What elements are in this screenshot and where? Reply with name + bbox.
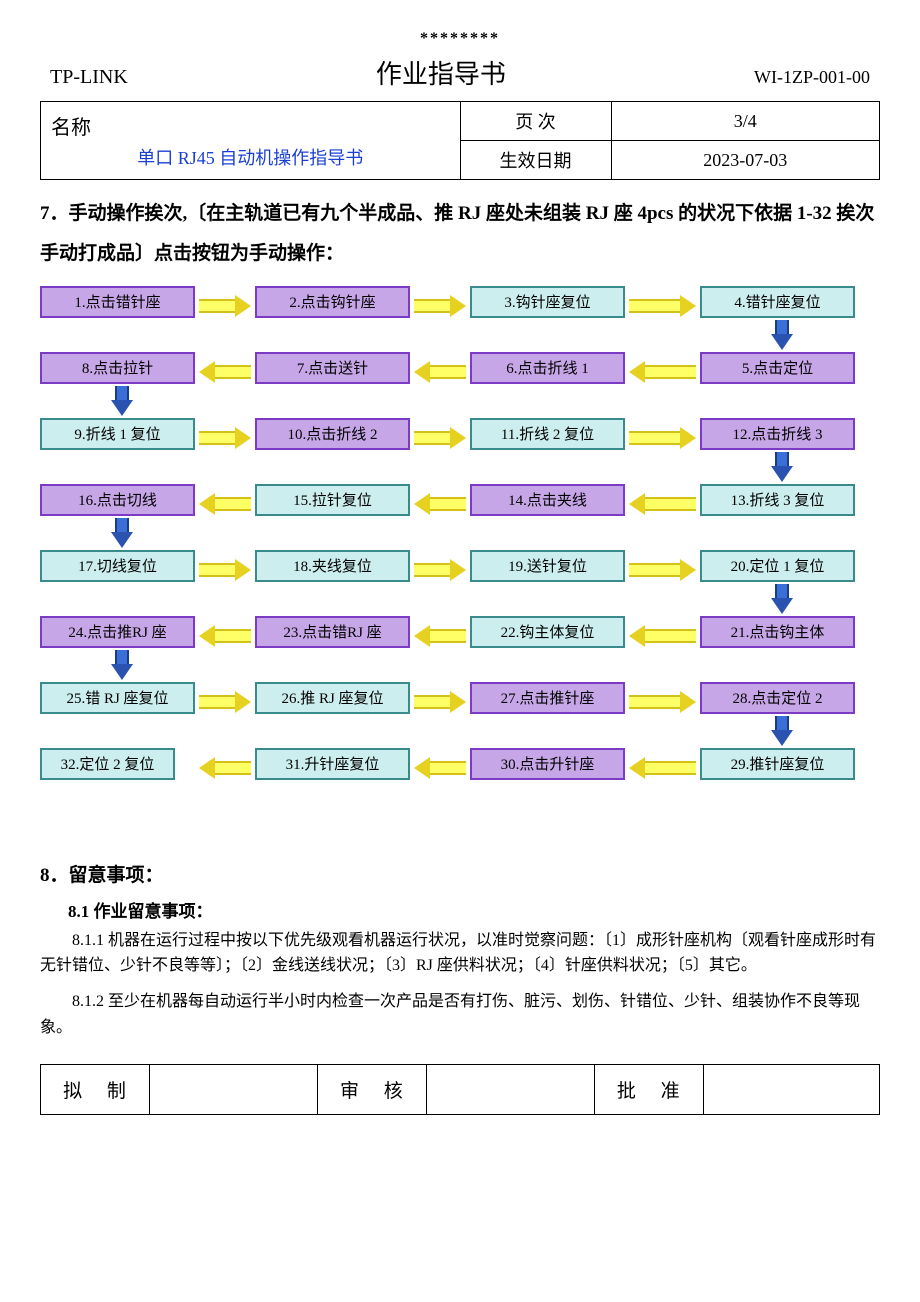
flow-arrow-31 (199, 757, 251, 779)
flow-arrow-19 (629, 559, 696, 581)
name-cell: 名称 单口 RJ45 自动机操作指导书 (41, 102, 461, 180)
flow-arrow-27 (629, 691, 696, 713)
section-8-1-head: 8.1 作业留意事项： (68, 897, 880, 922)
flow-step-15: 15.拉针复位 (255, 484, 410, 516)
flow-arrow-1 (199, 295, 251, 317)
flow-step-8: 8.点击拉针 (40, 352, 195, 384)
footer-table: 拟 制 审 核 批 准 (40, 1064, 880, 1115)
footer-reviewed-label: 审 核 (317, 1065, 426, 1115)
flow-arrow-11 (629, 427, 696, 449)
flow-arrow-24 (111, 650, 133, 680)
section-7-head: 7．手动操作挨次,〔在主轨道已有九个半成品、推 RJ 座处未组装 RJ 座 4p… (40, 194, 880, 274)
flow-arrow-23 (199, 625, 251, 647)
name-label: 名称 (51, 117, 91, 139)
flow-step-28: 28.点击定位 2 (700, 682, 855, 714)
header-row: TP-LINK 作业指导书 WI-1ZP-001-00 (50, 54, 870, 91)
flow-step-12: 12.点击折线 3 (700, 418, 855, 450)
date-value: 2023-07-03 (611, 141, 879, 180)
flow-arrow-25 (199, 691, 251, 713)
flow-arrow-20 (771, 584, 793, 614)
flow-step-14: 14.点击夹线 (470, 484, 625, 516)
flow-step-11: 11.折线 2 复位 (470, 418, 625, 450)
flow-step-20: 20.定位 1 复位 (700, 550, 855, 582)
section-8-head: 8．留意事项： (40, 860, 880, 887)
flow-step-29: 29.推针座复位 (700, 748, 855, 780)
footer-drafted-value (150, 1065, 318, 1115)
flow-arrow-21 (629, 625, 696, 647)
flow-arrow-10 (414, 427, 466, 449)
flow-arrow-30 (414, 757, 466, 779)
para-8-1-2: 8.1.2 至少在机器每自动运行半小时内检查一次产品是否有打伤、脏污、划伤、针错… (40, 989, 880, 1040)
flow-arrow-9 (199, 427, 251, 449)
flow-arrow-16 (111, 518, 133, 548)
flow-step-31: 31.升针座复位 (255, 748, 410, 780)
flow-arrow-18 (414, 559, 466, 581)
flow-arrow-13 (629, 493, 696, 515)
flow-arrow-4 (771, 320, 793, 350)
stars: ******** (40, 30, 880, 48)
flow-step-23: 23.点击错RJ 座 (255, 616, 410, 648)
flow-step-9: 9.折线 1 复位 (40, 418, 195, 450)
footer-approved-value (703, 1065, 879, 1115)
flow-arrow-2 (414, 295, 466, 317)
flow-arrow-28 (771, 716, 793, 746)
flow-step-5: 5.点击定位 (700, 352, 855, 384)
page-value: 3/4 (611, 102, 879, 141)
flow-arrow-3 (629, 295, 696, 317)
brand: TP-LINK (50, 66, 128, 89)
flow-step-24: 24.点击推RJ 座 (40, 616, 195, 648)
doc-title: 作业指导书 (376, 54, 506, 91)
flowchart: 1.点击错针座 2.点击钩针座 3.钩针座复位 4.错针座复位 5.点击定位 6.点击折线… (40, 286, 880, 846)
flow-arrow-7 (199, 361, 251, 383)
flow-step-21: 21.点击钩主体 (700, 616, 855, 648)
doc-number: WI-1ZP-001-00 (754, 67, 870, 88)
flow-step-4: 4.错针座复位 (700, 286, 855, 318)
flow-arrow-29 (629, 757, 696, 779)
flow-step-16: 16.点击切线 (40, 484, 195, 516)
flow-step-6: 6.点击折线 1 (470, 352, 625, 384)
flow-step-17: 17.切线复位 (40, 550, 195, 582)
meta-table: 名称 单口 RJ45 自动机操作指导书 页 次 3/4 生效日期 2023-07… (40, 101, 880, 180)
date-label: 生效日期 (460, 141, 611, 180)
flow-arrow-8 (111, 386, 133, 416)
footer-reviewed-value (426, 1065, 594, 1115)
flow-step-26: 26.推 RJ 座复位 (255, 682, 410, 714)
flow-step-3: 3.钩针座复位 (470, 286, 625, 318)
flow-arrow-22 (414, 625, 466, 647)
flow-arrow-6 (414, 361, 466, 383)
page-label: 页 次 (460, 102, 611, 141)
flow-arrow-17 (199, 559, 251, 581)
para-8-1-1: 8.1.1 机器在运行过程中按以下优先级观看机器运行状况，以准时觉察问题：〔1〕… (40, 928, 880, 979)
footer-approved-label: 批 准 (594, 1065, 703, 1115)
flow-step-10: 10.点击折线 2 (255, 418, 410, 450)
flow-step-19: 19.送针复位 (470, 550, 625, 582)
name-value: 单口 RJ45 自动机操作指导书 (51, 144, 450, 170)
flow-arrow-15 (199, 493, 251, 515)
flow-step-22: 22.钩主体复位 (470, 616, 625, 648)
flow-step-27: 27.点击推针座 (470, 682, 625, 714)
flow-arrow-5 (629, 361, 696, 383)
flow-step-2: 2.点击钩针座 (255, 286, 410, 318)
flow-step-13: 13.折线 3 复位 (700, 484, 855, 516)
flow-arrow-26 (414, 691, 466, 713)
flow-arrow-14 (414, 493, 466, 515)
flow-step-1: 1.点击错针座 (40, 286, 195, 318)
flow-step-25: 25.错 RJ 座复位 (40, 682, 195, 714)
flow-step-30: 30.点击升针座 (470, 748, 625, 780)
flow-arrow-12 (771, 452, 793, 482)
flow-step-7: 7.点击送针 (255, 352, 410, 384)
flow-step-18: 18.夹线复位 (255, 550, 410, 582)
footer-drafted-label: 拟 制 (41, 1065, 150, 1115)
flow-step-32: 32.定位 2 复位 (40, 748, 175, 780)
